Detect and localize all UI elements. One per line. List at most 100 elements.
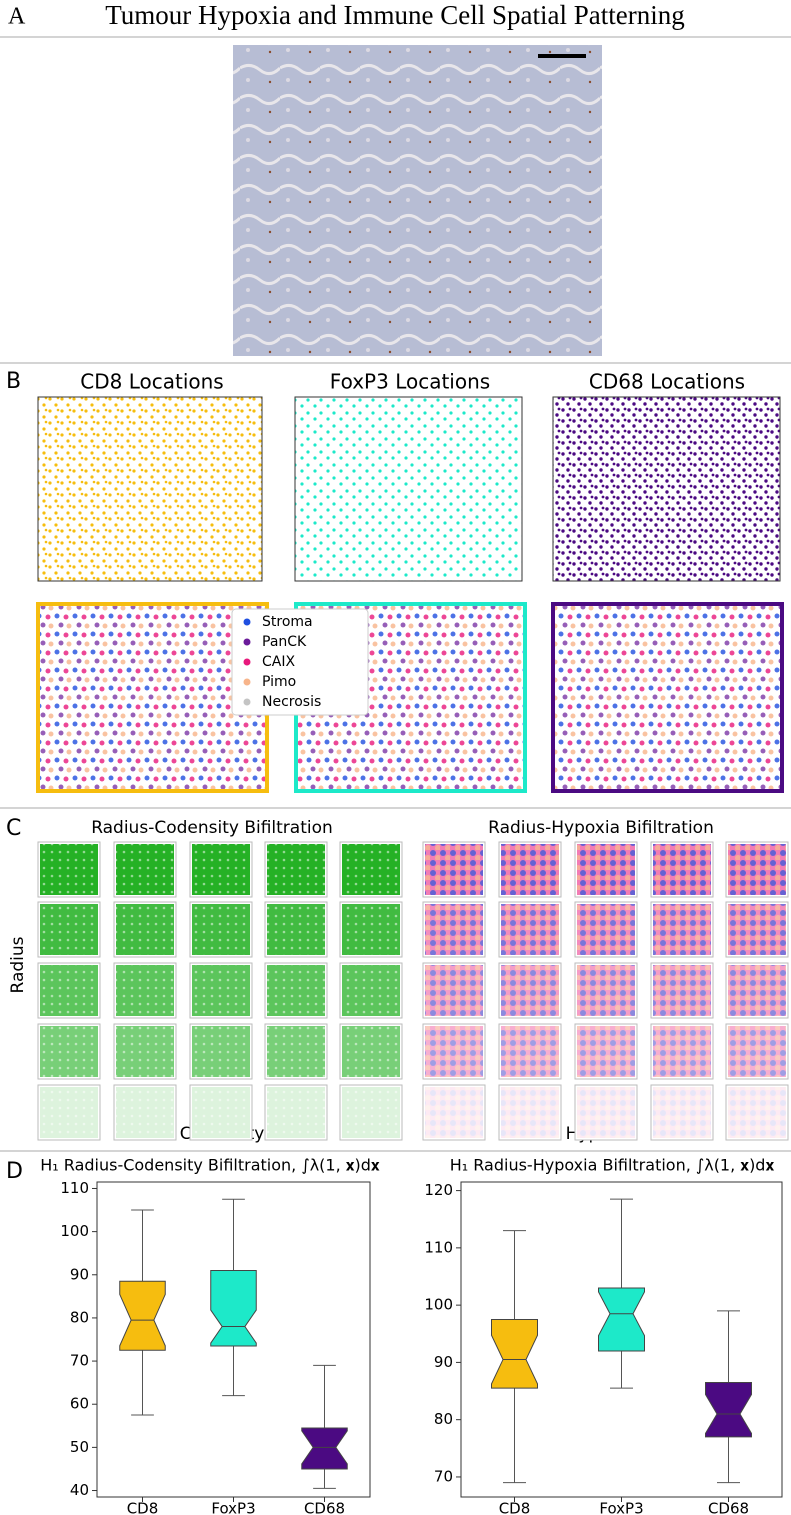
filtration-fill (267, 844, 325, 895)
filtration-fill (116, 965, 174, 1016)
y-tick-label: 90 (70, 1265, 89, 1283)
grid-title: Radius-Hypoxia Bifiltration (488, 818, 714, 838)
panel-label: B (6, 369, 21, 394)
filtration-fill (192, 844, 250, 895)
filtration-fill (728, 844, 786, 895)
filtration-fill (192, 904, 250, 955)
x-tick-label: CD8 (127, 1500, 159, 1515)
y-tick-label: 120 (424, 1181, 453, 1199)
x-tick-label: FoxP3 (211, 1500, 255, 1515)
legend-label: PanCK (262, 634, 307, 650)
filtration-fill (425, 965, 483, 1016)
y-tick-label: 60 (70, 1395, 89, 1413)
y-tick-label: 110 (60, 1179, 89, 1197)
filtration-fill (192, 1087, 250, 1138)
y-tick-label: 70 (70, 1352, 89, 1370)
axis-label: Radius (8, 936, 28, 993)
y-tick-label: 100 (60, 1222, 89, 1240)
filtration-fill (501, 844, 559, 895)
legend-marker (243, 618, 251, 626)
filtration-fill (501, 904, 559, 955)
filtration-fill (342, 844, 400, 895)
legend-marker (243, 658, 251, 666)
box (301, 1427, 348, 1470)
filtration-fill (267, 904, 325, 955)
tile-grid (37, 841, 789, 1141)
filtration-fill (577, 1087, 635, 1138)
x-tick-label: CD68 (304, 1500, 345, 1515)
plot-title: CD8 Locations (80, 370, 223, 394)
legend: Stroma PanCK CAIX Pimo Necrosis (231, 608, 369, 716)
filtration-fill (116, 1087, 174, 1138)
y-tick-label: 40 (70, 1481, 89, 1499)
filtration-fill (728, 1026, 786, 1077)
chart-title: H₁ Radius-Codensity Bifiltration, ∫λ(1, … (40, 1156, 380, 1175)
filtration-fill (425, 844, 483, 895)
filtration-fill (116, 904, 174, 955)
y-tick-label: 80 (70, 1308, 89, 1326)
filtration-fill (653, 904, 711, 955)
y-tick-label: 70 (434, 1467, 453, 1485)
legend-marker (243, 678, 251, 686)
filtration-fill (577, 844, 635, 895)
filtration-fill (425, 1026, 483, 1077)
filtration-fill (653, 844, 711, 895)
box-charts: H₁ Radius-Codensity Bifiltration, ∫λ(1, … (40, 1156, 783, 1515)
box (119, 1280, 166, 1351)
plot-title: FoxP3 Locations (330, 370, 490, 394)
histology-image (233, 45, 602, 356)
legend-label: Stroma (262, 614, 313, 630)
y-tick-label: 50 (70, 1438, 89, 1456)
region-scatter (551, 602, 784, 793)
grid-title: Radius-Codensity Bifiltration (91, 818, 333, 838)
filtration-fill (40, 844, 98, 895)
y-tick-label: 110 (424, 1238, 453, 1256)
filtration-fill (501, 965, 559, 1016)
filtration-fill (192, 1026, 250, 1077)
filtration-fill (342, 1087, 400, 1138)
legend-marker (243, 698, 251, 706)
legend-box (231, 608, 369, 716)
y-tick-label: 80 (434, 1410, 453, 1428)
panel-label: C (6, 816, 21, 841)
filtration-fill (653, 1087, 711, 1138)
legend-label: Necrosis (262, 694, 321, 710)
filtration-fill (40, 1087, 98, 1138)
box (491, 1318, 538, 1389)
y-tick-label: 100 (424, 1296, 453, 1314)
filtration-fill (116, 844, 174, 895)
location-scatter (37, 396, 263, 582)
location-scatter (552, 396, 781, 582)
filtration-fill (116, 1026, 174, 1077)
x-tick-label: CD8 (499, 1500, 531, 1515)
plot-title: CD68 Locations (589, 370, 745, 394)
filtration-fill (728, 1087, 786, 1138)
filtration-fill (728, 904, 786, 955)
panel-label: A (8, 4, 26, 30)
filtration-fill (653, 1026, 711, 1077)
filtration-fill (501, 1087, 559, 1138)
filtration-fill (342, 904, 400, 955)
x-tick-label: CD68 (708, 1500, 749, 1515)
legend-label: Pimo (262, 674, 296, 690)
filtration-fill (425, 1087, 483, 1138)
panel-label: D (6, 1159, 23, 1184)
legend-label: CAIX (262, 654, 295, 670)
filtration-fill (342, 965, 400, 1016)
filtration-fill (728, 965, 786, 1016)
filtration-fill (267, 1026, 325, 1077)
filtration-fill (40, 904, 98, 955)
box (210, 1269, 257, 1347)
filtration-fill (342, 1026, 400, 1077)
filtration-fill (40, 1026, 98, 1077)
filtration-fill (192, 965, 250, 1016)
filtration-fill (267, 1087, 325, 1138)
filtration-fill (653, 965, 711, 1016)
box (705, 1381, 752, 1438)
filtration-fill (267, 965, 325, 1016)
box (598, 1287, 645, 1352)
filtration-fill (577, 904, 635, 955)
x-tick-label: FoxP3 (599, 1500, 643, 1515)
figure-title: Tumour Hypoxia and Immune Cell Spatial P… (105, 0, 684, 30)
